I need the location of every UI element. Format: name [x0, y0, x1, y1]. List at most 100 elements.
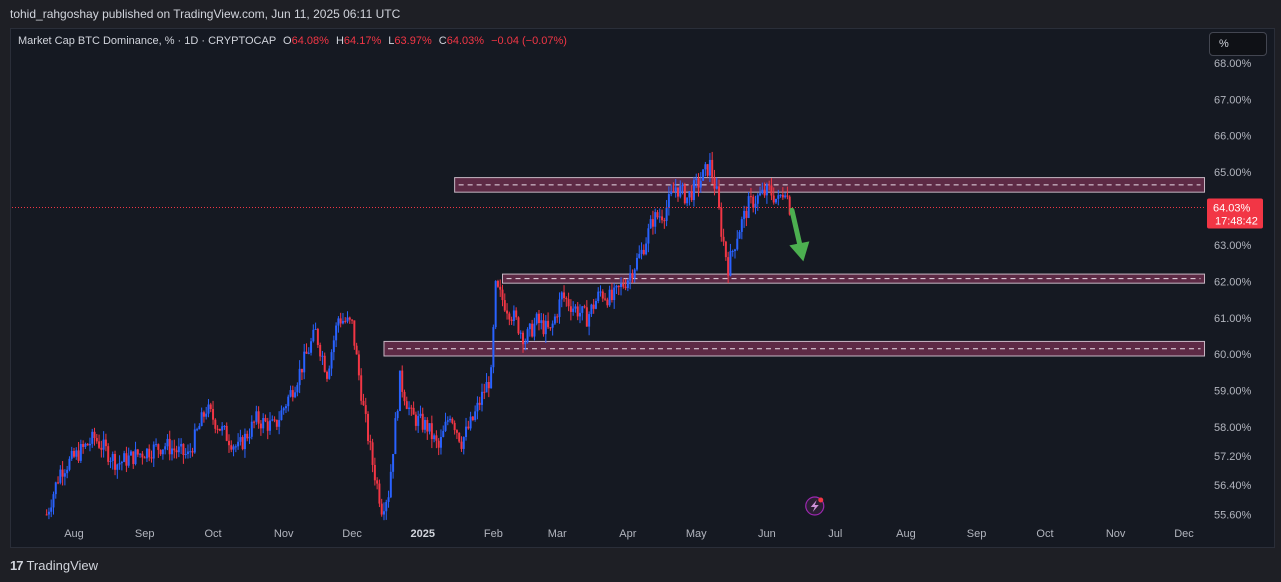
- candle-body: [259, 423, 262, 429]
- candle-body: [234, 446, 237, 448]
- candle-body: [392, 454, 395, 472]
- candle-body: [164, 446, 167, 450]
- candle-body: [658, 216, 661, 218]
- candle-body: [312, 329, 315, 342]
- y-tick-label: 58.00%: [1214, 422, 1252, 434]
- candle-body: [373, 464, 376, 481]
- candle-body: [654, 212, 657, 227]
- candle-body: [408, 407, 411, 409]
- candle-body: [733, 249, 736, 252]
- candle-body: [52, 494, 55, 508]
- candle-body: [337, 318, 340, 326]
- candle-body: [549, 327, 552, 329]
- candle-body: [143, 457, 146, 459]
- candle-body: [547, 320, 550, 328]
- candle-body: [777, 195, 780, 199]
- candle-body: [522, 332, 525, 345]
- candle-body: [779, 194, 782, 196]
- candle-body: [624, 286, 627, 289]
- candle-body: [620, 283, 623, 288]
- candle-body: [269, 420, 272, 431]
- candle-body: [649, 219, 652, 229]
- candle-body: [414, 414, 417, 426]
- candle-body: [704, 164, 707, 170]
- candle-body: [692, 180, 695, 201]
- x-tick-label: Apr: [619, 528, 636, 540]
- candle-body: [610, 289, 613, 301]
- candle-body: [599, 291, 602, 293]
- candle-body: [647, 228, 650, 244]
- candle-body: [214, 419, 217, 429]
- candle-body: [711, 159, 714, 178]
- candle-body: [282, 408, 285, 411]
- candle-body: [155, 444, 158, 446]
- candle-body: [449, 418, 452, 421]
- candle-body: [300, 368, 303, 373]
- candle-body: [788, 196, 791, 215]
- candle-body: [278, 420, 281, 427]
- candle-body: [622, 283, 625, 287]
- change-value: −0.04 (−0.07%): [491, 35, 567, 47]
- candle-body: [61, 469, 64, 477]
- candle-body: [740, 219, 743, 232]
- candle-body: [205, 413, 208, 417]
- candle-body: [781, 194, 784, 198]
- candle-body: [168, 438, 171, 455]
- candle-body: [576, 306, 579, 317]
- x-tick-label: 2025: [410, 528, 434, 540]
- candle-body: [262, 418, 265, 429]
- candle-body: [182, 443, 185, 456]
- y-tick-label: 63.00%: [1214, 240, 1252, 252]
- candle-body: [465, 426, 468, 437]
- candle-body: [490, 367, 493, 389]
- tradingview-logo[interactable]: 17 TradingView: [10, 558, 98, 573]
- candle-body: [683, 184, 686, 204]
- candle-body: [237, 441, 240, 447]
- candle-body: [578, 312, 581, 317]
- chart-panel[interactable]: [10, 28, 1275, 548]
- candle-body: [280, 410, 283, 421]
- candle-body: [241, 437, 244, 450]
- candle-body: [424, 420, 427, 430]
- candle-body: [271, 419, 274, 421]
- candle-body: [88, 443, 91, 446]
- candle-body: [353, 320, 356, 346]
- candle-body: [784, 195, 787, 198]
- candle-body: [572, 308, 575, 312]
- candle-body: [601, 291, 604, 299]
- candle-body: [341, 320, 344, 324]
- candle-body: [328, 368, 331, 379]
- candle-body: [84, 443, 87, 447]
- candle-body: [597, 291, 600, 301]
- candle-body: [141, 453, 144, 458]
- candle-body: [376, 480, 379, 484]
- candle-body: [699, 180, 702, 188]
- y-tick-label: 61.00%: [1214, 313, 1252, 325]
- candle-body: [114, 453, 117, 470]
- candle-body: [563, 292, 566, 299]
- percent-scale-button[interactable]: %: [1209, 32, 1267, 56]
- candle-body: [171, 448, 174, 455]
- candle-body: [273, 419, 276, 421]
- candle-body: [296, 385, 299, 393]
- x-tick-label: Oct: [1036, 528, 1053, 540]
- candle-body: [706, 164, 709, 176]
- price-tag-value: 64.03%: [1213, 202, 1251, 214]
- candle-body: [526, 329, 529, 343]
- candle-body: [702, 169, 705, 181]
- candle-body: [626, 280, 629, 289]
- candle-body: [66, 469, 69, 474]
- candle-body: [189, 451, 192, 453]
- candle-body: [656, 212, 659, 218]
- price-tag: [1207, 198, 1263, 229]
- candle-body: [663, 220, 666, 222]
- candle-body: [665, 207, 668, 221]
- close-value: 64.03%: [446, 35, 485, 47]
- high-value: 64.17%: [343, 35, 382, 47]
- candle-body: [111, 453, 114, 461]
- candle-body: [362, 400, 365, 406]
- candle-body: [480, 391, 483, 405]
- candle-body: [93, 431, 96, 438]
- candle-body: [184, 454, 187, 456]
